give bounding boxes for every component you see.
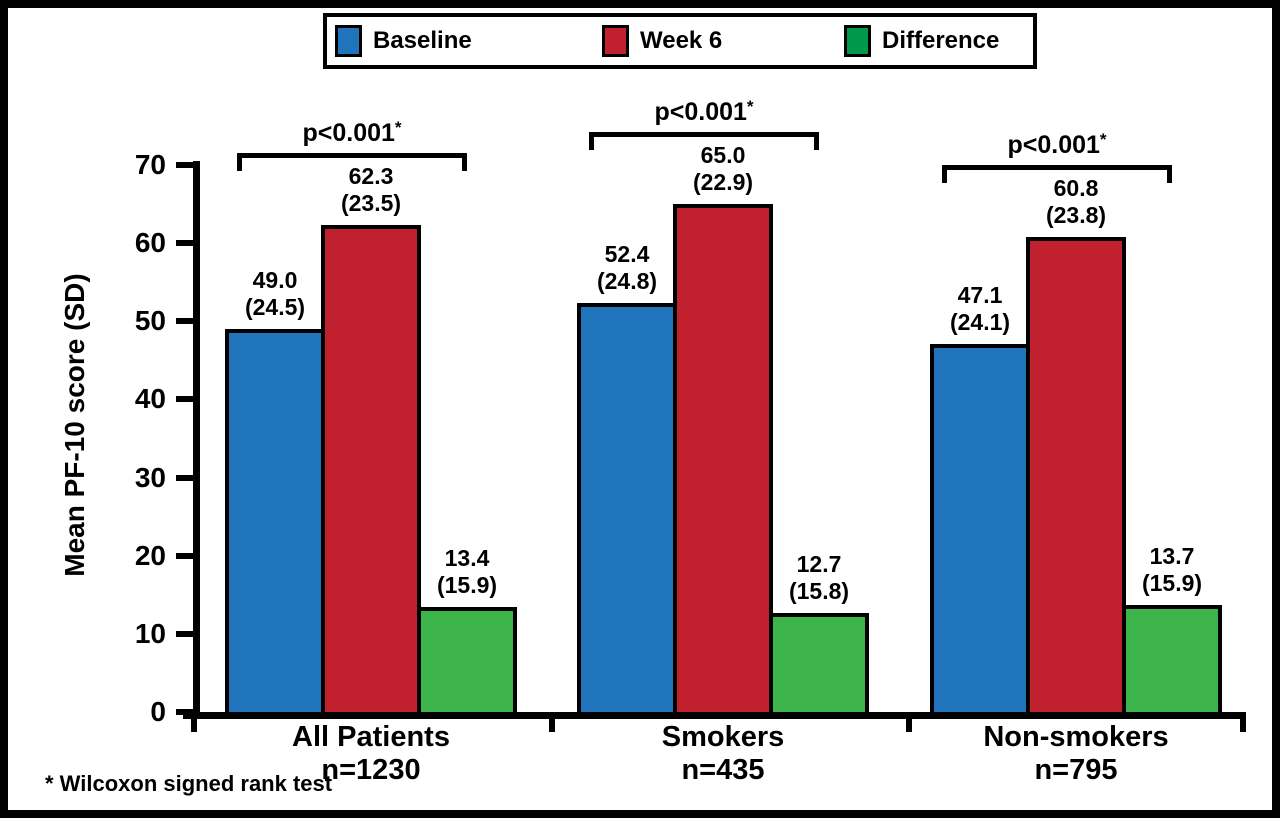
y-tick-mark-50 [176, 318, 193, 325]
y-tick-mark-10 [176, 630, 193, 637]
value-label-week-6-all-patients: 62.3 (23.5) [340, 163, 402, 217]
y-axis-line [193, 161, 200, 716]
legend-label-baseline: Baseline [373, 27, 472, 54]
y-tick-label-60: 60 [134, 227, 166, 259]
p-bracket-non-smokers [942, 164, 1172, 183]
bar-week-6-smokers [673, 204, 773, 716]
y-tick-label-70: 70 [134, 149, 166, 181]
y-tick-label-50: 50 [134, 305, 166, 337]
bar-baseline-all-patients [225, 329, 325, 716]
value-label-difference-all-patients: 13.4 (15.9) [436, 545, 498, 599]
x-axis-line [183, 712, 1246, 719]
footnote: * Wilcoxon signed rank test [45, 771, 333, 796]
legend-label-difference: Difference [882, 27, 1000, 54]
y-tick-label-30: 30 [134, 461, 166, 493]
value-label-difference-smokers: 12.7 (15.8) [788, 550, 850, 604]
x-axis-separator-tick-2 [906, 719, 912, 732]
difference-swatch-icon [844, 25, 871, 57]
y-tick-mark-20 [176, 552, 193, 559]
bar-baseline-non-smokers [930, 343, 1030, 716]
x-axis-separator-tick-1 [549, 719, 555, 732]
value-label-baseline-non-smokers: 47.1 (24.1) [949, 281, 1011, 335]
value-label-difference-non-smokers: 13.7 (15.9) [1141, 542, 1203, 596]
y-tick-label-40: 40 [134, 383, 166, 415]
y-tick-mark-40 [176, 396, 193, 403]
value-label-baseline-smokers: 52.4 (24.8) [596, 240, 658, 294]
bar-week-6-all-patients [321, 225, 421, 716]
value-label-week-6-smokers: 65.0 (22.9) [692, 142, 754, 196]
p-value-label-all-patients: p<0.001* [302, 118, 402, 148]
p-value-label-smokers: p<0.001* [654, 97, 754, 127]
y-tick-label-20: 20 [134, 539, 166, 571]
p-value-label-non-smokers: p<0.001* [1007, 129, 1107, 159]
bar-difference-non-smokers [1122, 604, 1222, 716]
legend-label-week6: Week 6 [640, 27, 723, 54]
bar-difference-smokers [769, 612, 869, 716]
group-label-smokers: Smokers n=435 [661, 721, 785, 786]
bar-week-6-non-smokers [1026, 236, 1126, 716]
y-tick-label-0: 0 [150, 696, 166, 727]
x-axis-separator-tick-3 [1240, 719, 1246, 732]
p-bracket-all-patients [237, 153, 467, 172]
bar-baseline-smokers [577, 302, 677, 716]
baseline-swatch-icon [335, 25, 362, 57]
legend-item-week6: Week 6 [602, 17, 722, 65]
group-label-all-patients: All Patients n=1230 [292, 721, 450, 786]
legend-item-baseline: Baseline [335, 17, 472, 65]
x-axis-separator-tick-0 [191, 719, 197, 732]
week6-swatch-icon [602, 25, 629, 57]
p-bracket-smokers [589, 132, 819, 151]
y-tick-label-10: 10 [134, 617, 166, 649]
value-label-baseline-all-patients: 49.0 (24.5) [244, 267, 306, 321]
bar-difference-all-patients [417, 607, 517, 716]
y-tick-mark-0 [176, 709, 193, 715]
legend-item-difference: Difference [844, 17, 999, 65]
group-label-non-smokers: Non-smokers n=795 [983, 721, 1169, 786]
y-tick-mark-60 [176, 240, 193, 247]
y-tick-mark-30 [176, 474, 193, 481]
legend: Baseline Week 6 Difference [323, 13, 1037, 69]
value-label-week-6-non-smokers: 60.8 (23.8) [1045, 174, 1107, 228]
y-tick-mark-70 [176, 162, 193, 169]
